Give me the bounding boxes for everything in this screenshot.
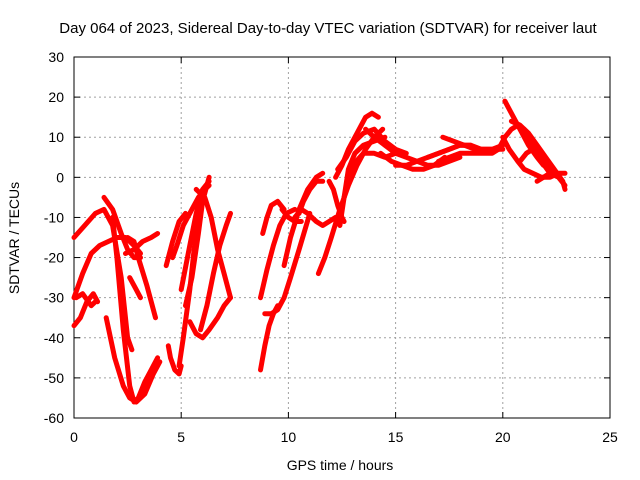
y-tick-label: -30 xyxy=(44,290,64,306)
series-pass-34 xyxy=(363,126,463,168)
x-axis-label: GPS time / hours xyxy=(287,457,394,473)
x-tick-label: 15 xyxy=(388,429,404,445)
series-pass-01 xyxy=(71,206,135,353)
data-series xyxy=(71,98,568,405)
y-tick-label: -60 xyxy=(44,410,64,426)
y-tick-label: -40 xyxy=(44,330,64,346)
series-pass-23 xyxy=(260,198,287,236)
y-tick-label: -50 xyxy=(44,370,64,386)
axis-ticks: -60 -50 -40 -30 -20 -10 0 10 20 30 0 5 10 15 20 25 xyxy=(44,49,618,445)
series-pass-05 xyxy=(101,194,143,261)
series-pass-13 xyxy=(163,210,188,269)
series-pass-45 xyxy=(534,170,568,188)
series-pass-19 xyxy=(198,210,233,333)
series-pass-27 xyxy=(281,170,326,269)
series-pass-18 xyxy=(187,295,233,341)
x-tick-label: 20 xyxy=(495,429,511,445)
chart-title: Day 064 of 2023, Sidereal Day-to-day VTE… xyxy=(59,20,597,37)
series-pass-10 xyxy=(127,275,143,301)
series-pass-16 xyxy=(183,174,212,309)
x-tick-label: 0 xyxy=(70,429,78,445)
series-pass-24 xyxy=(279,206,304,224)
series-pass-35 xyxy=(378,150,448,172)
gridlines xyxy=(74,57,610,418)
series-pass-04 xyxy=(73,291,98,309)
series-pass-22 xyxy=(262,210,313,317)
series-pass-11 xyxy=(165,343,184,377)
x-tick-label: 5 xyxy=(177,429,185,445)
series-pass-07 xyxy=(103,315,163,405)
y-tick-label: 20 xyxy=(48,89,64,105)
series-pass-08 xyxy=(125,235,158,321)
y-tick-label: 0 xyxy=(56,169,64,185)
x-tick-label: 10 xyxy=(281,429,297,445)
y-tick-label: -20 xyxy=(44,250,64,266)
series-pass-17 xyxy=(193,186,233,301)
series-pass-09 xyxy=(123,231,161,256)
y-tick-label: -10 xyxy=(44,209,64,225)
series-pass-44 xyxy=(517,146,553,176)
series-pass-33 xyxy=(337,134,388,228)
x-tick-label: 25 xyxy=(602,429,618,445)
y-tick-label: 10 xyxy=(48,129,64,145)
y-tick-label: 30 xyxy=(48,49,64,65)
y-axis-label: SDTVAR / TECUs xyxy=(6,182,22,294)
series-pass-39 xyxy=(436,146,501,164)
series-pass-02 xyxy=(71,235,143,301)
